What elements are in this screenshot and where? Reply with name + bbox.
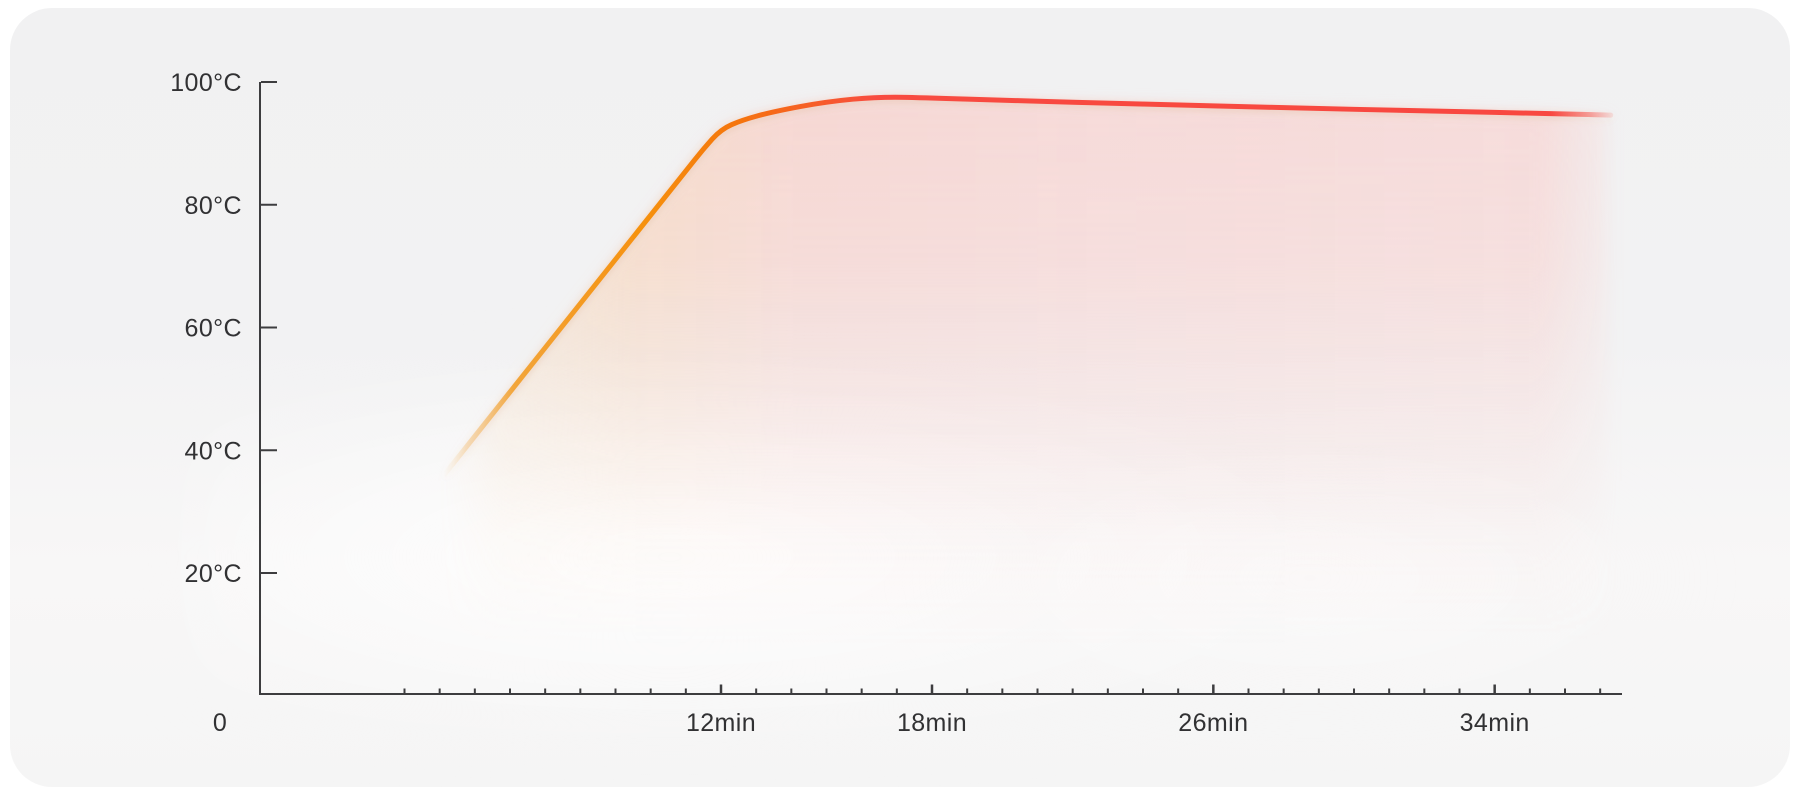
y-tick-label: 60°C bbox=[185, 315, 242, 343]
y-tick-label: 100°C bbox=[170, 69, 242, 97]
x-tick-label: 26min bbox=[1178, 709, 1248, 737]
y-axis-ticks: 100°C 80°C 60°C 40°C 20°C bbox=[170, 69, 277, 588]
y-tick-label: 20°C bbox=[185, 560, 242, 588]
x-axis-ticks bbox=[403, 684, 1602, 694]
x-origin-label: 0 bbox=[213, 709, 227, 737]
x-tick-label: 12min bbox=[686, 709, 756, 737]
x-tick-label: 34min bbox=[1460, 709, 1530, 737]
x-tick-label: 18min bbox=[897, 709, 967, 737]
y-tick-label: 80°C bbox=[185, 192, 242, 220]
temperature-line bbox=[440, 94, 1614, 479]
x-axis-labels: 12min 18min 26min 34min 0 bbox=[213, 709, 1530, 737]
temperature-area-fill bbox=[443, 97, 1611, 694]
area-fill-group bbox=[443, 97, 1611, 694]
y-tick-label: 40°C bbox=[185, 437, 242, 465]
